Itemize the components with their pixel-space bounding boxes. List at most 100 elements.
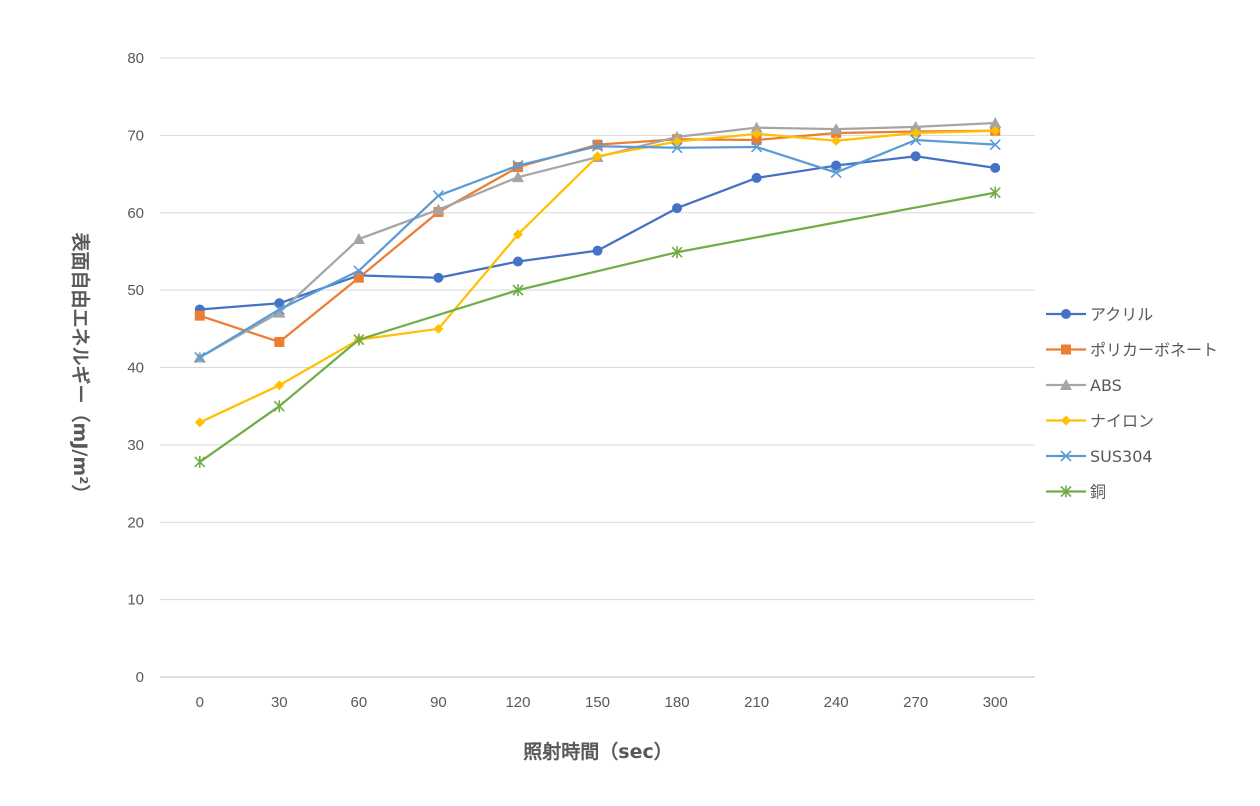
legend-marker — [1061, 344, 1071, 355]
legend-label: SUS304 — [1090, 447, 1153, 466]
x-axis-tick-labels: 0 30 60 90 120 150 180 210 240 270 300 — [196, 694, 1008, 711]
x-tick-label: 150 — [585, 694, 610, 711]
data-point — [512, 229, 523, 240]
y-tick-label: 80 — [127, 50, 144, 67]
data-point — [830, 166, 842, 179]
x-axis-title: 照射時間（sec） — [523, 740, 672, 763]
data-point — [512, 284, 524, 297]
x-tick-label: 180 — [665, 694, 690, 711]
data-point — [831, 160, 842, 171]
data-point — [512, 159, 524, 172]
legend-label: アクリル — [1090, 305, 1153, 324]
data-point — [353, 333, 365, 346]
series-5 — [194, 186, 1001, 468]
data-point — [751, 135, 762, 146]
legend-label: ポリカーボネート — [1090, 341, 1218, 360]
legend-marker — [1060, 450, 1072, 462]
legend-entry: ナイロン — [1046, 412, 1154, 431]
data-point — [194, 310, 205, 321]
gridlines — [160, 57, 1035, 678]
data-point — [830, 123, 843, 135]
data-point — [910, 134, 922, 146]
data-point — [989, 116, 1002, 128]
data-point — [990, 125, 1001, 136]
x-tick-label: 0 — [196, 694, 204, 711]
y-axis-tick-labels: 0 10 20 30 40 50 60 70 80 — [127, 50, 144, 686]
data-point — [432, 203, 445, 215]
data-point — [274, 336, 285, 347]
y-tick-label: 40 — [127, 360, 144, 377]
y-tick-label: 10 — [127, 592, 144, 609]
series-line — [199, 191, 996, 463]
x-tick-label: 240 — [824, 694, 849, 711]
x-tick-label: 210 — [744, 694, 769, 711]
data-point — [512, 256, 523, 267]
data-point — [989, 186, 1001, 199]
series-lines — [193, 116, 1002, 468]
y-axis-title: 表面自由エネルギー（mJ/m²） — [69, 233, 92, 504]
data-point — [671, 246, 683, 259]
data-point — [194, 351, 206, 364]
data-point — [672, 203, 683, 214]
data-point — [194, 417, 205, 428]
y-tick-label: 70 — [127, 127, 144, 144]
data-point — [751, 141, 763, 153]
data-point — [671, 130, 684, 142]
data-point — [511, 171, 524, 183]
y-tick-label: 60 — [127, 205, 144, 222]
data-point — [274, 298, 285, 309]
data-point — [433, 323, 444, 334]
data-point — [273, 400, 285, 413]
legend-marker — [1061, 415, 1071, 426]
y-tick-label: 0 — [136, 669, 144, 686]
data-point — [352, 233, 365, 245]
series-line — [199, 129, 996, 344]
legend-entry: 銅 — [1046, 483, 1106, 502]
data-point — [194, 455, 206, 468]
legend-label: ABS — [1090, 376, 1122, 395]
series-3 — [194, 125, 1001, 428]
data-point — [909, 120, 922, 132]
series-4 — [194, 134, 1001, 364]
x-tick-label: 120 — [505, 694, 530, 711]
data-point — [990, 162, 1001, 173]
data-point — [592, 245, 603, 256]
legend-marker — [1061, 309, 1071, 319]
data-point — [751, 128, 762, 139]
legend-entry: ポリカーボネート — [1046, 341, 1218, 360]
x-tick-label: 300 — [983, 694, 1008, 711]
data-point — [751, 172, 762, 183]
data-point — [433, 272, 444, 283]
legend-entry: ABS — [1046, 376, 1122, 395]
x-tick-label: 90 — [430, 694, 447, 711]
data-point — [989, 139, 1001, 151]
data-point — [592, 151, 603, 162]
data-point — [353, 265, 365, 277]
data-point — [274, 380, 285, 391]
data-point — [910, 151, 921, 162]
data-point — [273, 306, 286, 318]
legend-entry: SUS304 — [1046, 447, 1153, 466]
data-point — [671, 142, 683, 154]
legend-label: 銅 — [1090, 483, 1106, 502]
data-point — [750, 121, 763, 133]
data-point — [591, 140, 604, 152]
data-point — [910, 128, 921, 139]
data-point — [831, 135, 842, 146]
y-tick-label: 50 — [127, 282, 144, 299]
data-point — [273, 303, 285, 316]
x-tick-label: 270 — [903, 694, 928, 711]
legend-entry: アクリル — [1046, 305, 1153, 324]
data-point — [592, 139, 603, 150]
x-tick-label: 30 — [271, 694, 288, 711]
legend-marker — [1060, 485, 1072, 498]
data-point — [353, 272, 364, 283]
data-point — [432, 190, 444, 202]
series-line — [199, 155, 996, 311]
legend-label: ナイロン — [1090, 412, 1154, 431]
data-point — [512, 162, 523, 173]
x-tick-label: 60 — [351, 694, 368, 711]
data-point — [672, 136, 683, 147]
